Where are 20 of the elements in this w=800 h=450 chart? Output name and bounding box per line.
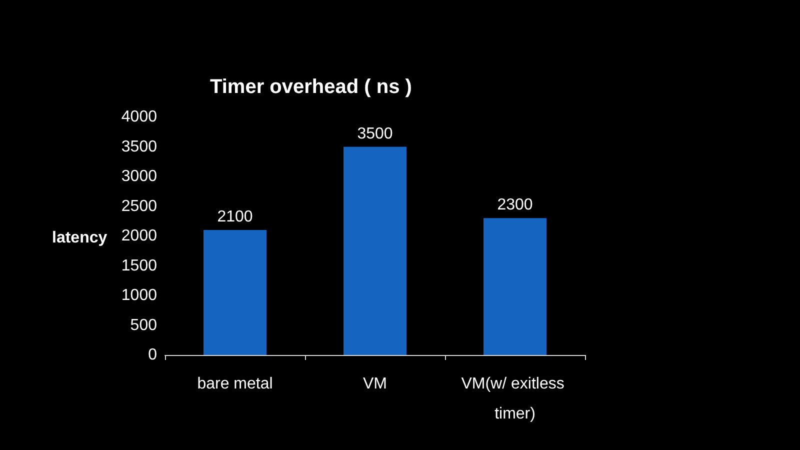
y-tick-label: 3000	[121, 168, 158, 185]
x-tick-label: VM	[363, 376, 387, 392]
y-tick-label: 1000	[121, 287, 158, 304]
y-tick-label: 4000	[121, 108, 158, 126]
y-axis-title: latency	[52, 230, 108, 246]
data-label: 3500	[357, 125, 393, 142]
y-tick-label: 0	[148, 346, 158, 364]
y-tick-label: 1500	[121, 257, 158, 274]
data-label: 2300	[497, 196, 533, 214]
data-label: 2100	[217, 208, 253, 226]
y-tick-label: 2000	[121, 228, 158, 244]
x-tick-label: VM(w/ exitless timer)	[461, 376, 569, 422]
y-tick-label: 500	[130, 316, 158, 334]
x-tick-label: bare metal	[197, 376, 273, 392]
bar	[484, 218, 546, 355]
bar	[344, 146, 406, 355]
chart-title: Timer overhead ( ns )	[210, 76, 412, 98]
bar	[204, 230, 266, 355]
y-tick-label: 3500	[121, 138, 158, 156]
y-tick-label: 2500	[121, 198, 158, 215]
